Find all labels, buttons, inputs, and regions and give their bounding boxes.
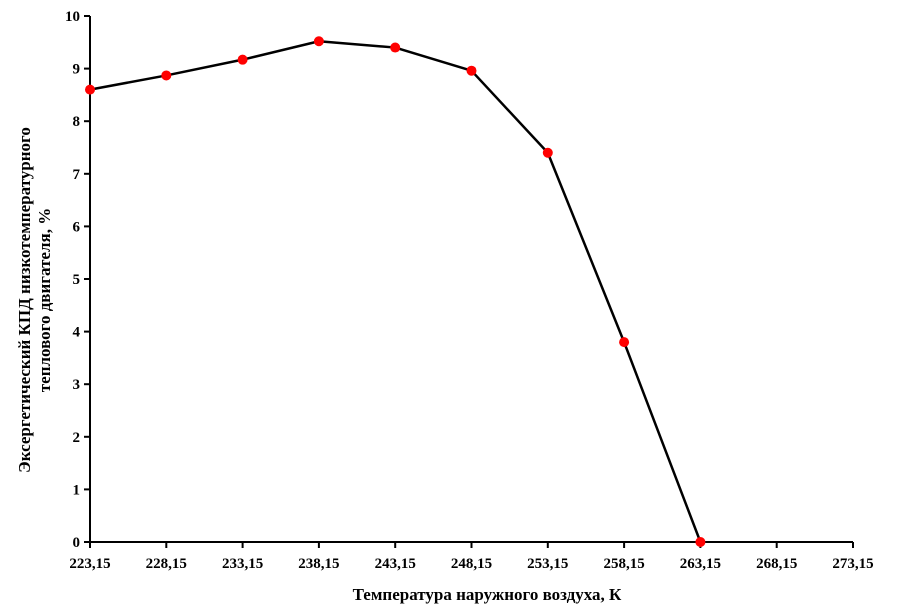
- x-tick-label: 268,15: [756, 556, 797, 572]
- x-tick-label: 253,15: [527, 556, 568, 572]
- y-tick-label: 9: [73, 62, 81, 78]
- series-line: [89, 39, 702, 543]
- x-tick-label: 228,15: [146, 556, 187, 572]
- data-point: [237, 54, 248, 65]
- y-tick-label: 0: [73, 535, 81, 551]
- data-point: [313, 36, 324, 47]
- data-point: [161, 70, 172, 81]
- data-point: [390, 42, 401, 53]
- ticks: 223,15 228,15 233,15 238,15 243,15 248,15 253,…: [65, 9, 874, 572]
- data-point: [695, 537, 706, 547]
- x-axis-title: Температура наружного воздуха, К: [353, 585, 622, 604]
- y-tick-label: 6: [73, 219, 81, 235]
- y-axis-title-line-1: Эксергетический КПД низкотемпературного: [15, 127, 34, 473]
- y-tick-label: 3: [73, 377, 81, 393]
- x-tick-label: 243,15: [375, 556, 416, 572]
- data-point: [619, 337, 630, 348]
- axes: [89, 16, 853, 543]
- y-tick-label: 4: [73, 325, 81, 341]
- data-point: [542, 147, 553, 158]
- x-tick-label: 263,15: [680, 556, 721, 572]
- y-tick-label: 7: [73, 167, 81, 183]
- x-tick-label: 238,15: [298, 556, 339, 572]
- x-tick-label: 233,15: [222, 556, 263, 572]
- y-tick-label: 10: [65, 9, 80, 25]
- y-axis-title-line-2: теплового двигателя, %: [35, 208, 54, 392]
- data-point: [466, 65, 477, 76]
- y-tick-label: 8: [73, 114, 81, 130]
- y-tick-label: 2: [73, 430, 81, 446]
- y-tick-label: 1: [73, 482, 81, 498]
- data-point: [85, 84, 95, 95]
- x-tick-label: 223,15: [69, 556, 110, 572]
- x-tick-label: 258,15: [603, 556, 644, 572]
- x-tick-label: 248,15: [451, 556, 492, 572]
- series: [85, 36, 706, 547]
- x-tick-label: 273,15: [832, 556, 873, 572]
- y-tick-label: 5: [73, 272, 81, 288]
- y-axis-title: Эксергетический КПД низкотемпературного …: [15, 127, 54, 473]
